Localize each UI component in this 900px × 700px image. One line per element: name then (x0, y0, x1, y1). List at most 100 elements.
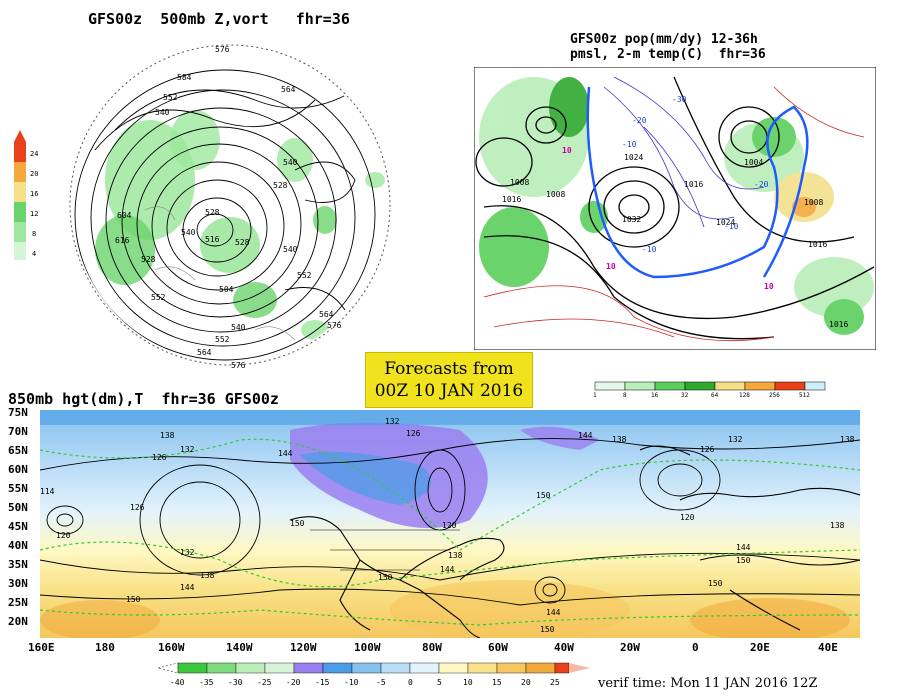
lon-label: 80W (422, 641, 442, 654)
svg-text:138: 138 (448, 551, 463, 560)
lon-label: 160E (28, 641, 55, 654)
svg-text:150: 150 (708, 579, 723, 588)
svg-text:-10: -10 (344, 678, 359, 687)
svg-text:114: 114 (40, 487, 55, 496)
svg-text:150: 150 (736, 556, 751, 565)
svg-text:-20: -20 (754, 180, 769, 189)
forecast-banner: Forecasts from 00Z 10 JAN 2016 (365, 352, 533, 408)
lat-label: 40N (8, 539, 28, 552)
lat-label: 70N (8, 425, 28, 438)
svg-text:132: 132 (385, 417, 400, 426)
lon-label: 40W (554, 641, 574, 654)
svg-text:-10: -10 (622, 140, 637, 149)
svg-text:256: 256 (769, 392, 780, 398)
svg-text:144: 144 (278, 449, 293, 458)
lon-label: 20E (750, 641, 770, 654)
svg-text:126: 126 (152, 453, 167, 462)
svg-text:24: 24 (30, 150, 38, 158)
svg-text:8: 8 (623, 392, 627, 398)
svg-text:150: 150 (536, 491, 551, 500)
namerica-pop-map: 1008 1016 1008 1024 1032 1016 1024 1004 … (474, 67, 876, 350)
svg-text:120: 120 (680, 513, 695, 522)
lat-label: 65N (8, 444, 28, 457)
svg-text:64: 64 (711, 392, 719, 398)
svg-text:16: 16 (30, 190, 38, 198)
namerica-title-line1: GFS00z pop(mm/dy) 12-36h (570, 32, 758, 47)
svg-text:528: 528 (141, 255, 156, 264)
svg-text:12: 12 (30, 210, 38, 218)
svg-text:-5: -5 (376, 678, 386, 687)
namerica-colorbar: 1 8 16 32 64 128 256 512 (593, 381, 826, 398)
svg-text:1032: 1032 (622, 215, 641, 224)
lat-label: 25N (8, 596, 28, 609)
svg-text:1008: 1008 (804, 198, 823, 207)
svg-text:528: 528 (205, 208, 220, 217)
svg-text:1004: 1004 (744, 158, 763, 167)
svg-text:120: 120 (56, 531, 71, 540)
svg-text:552: 552 (151, 293, 166, 302)
svg-text:1016: 1016 (684, 180, 703, 189)
svg-text:540: 540 (181, 228, 196, 237)
svg-text:576: 576 (327, 321, 342, 330)
svg-text:564: 564 (197, 348, 212, 357)
lat-label: 60N (8, 463, 28, 476)
svg-text:126: 126 (700, 445, 715, 454)
svg-text:132: 132 (180, 548, 195, 557)
svg-text:1016: 1016 (808, 240, 827, 249)
svg-text:516: 516 (205, 235, 220, 244)
verif-time: verif time: Mon 11 JAN 2016 12Z (598, 676, 818, 691)
svg-text:528: 528 (273, 181, 288, 190)
svg-text:-30: -30 (672, 95, 687, 104)
svg-text:564: 564 (319, 310, 334, 319)
map-850mb: 138 132 126 114 120 126 132 138 144 150 … (40, 410, 860, 638)
svg-text:25: 25 (550, 678, 560, 687)
lon-label: 180 (95, 641, 115, 654)
svg-text:564: 564 (281, 85, 296, 94)
svg-text:144: 144 (440, 565, 455, 574)
svg-text:540: 540 (283, 158, 298, 167)
svg-text:0: 0 (408, 678, 413, 687)
svg-text:10: 10 (562, 146, 572, 155)
panel-850-title: 850mb hgt(dm),T fhr=36 GFS00z (8, 390, 279, 408)
svg-text:144: 144 (180, 583, 195, 592)
svg-text:-35: -35 (199, 678, 214, 687)
svg-text:604: 604 (117, 211, 132, 220)
svg-text:-25: -25 (257, 678, 272, 687)
svg-text:1008: 1008 (546, 190, 565, 199)
lat-label: 30N (8, 577, 28, 590)
svg-text:1008: 1008 (510, 178, 529, 187)
lon-label: 20W (620, 641, 640, 654)
lon-label: 100W (354, 641, 381, 654)
svg-text:4: 4 (32, 250, 36, 258)
svg-text:1: 1 (593, 392, 597, 398)
svg-text:138: 138 (200, 571, 215, 580)
svg-text:1024: 1024 (624, 153, 643, 162)
svg-text:10: 10 (463, 678, 473, 687)
lon-label: 40E (818, 641, 838, 654)
svg-text:16: 16 (651, 392, 659, 398)
banner-line2: 00Z 10 JAN 2016 (374, 381, 524, 401)
lat-label: 45N (8, 520, 28, 533)
lon-label: 160W (158, 641, 185, 654)
svg-text:20: 20 (521, 678, 531, 687)
temp-colorbar: -40 -35 -30 -25 -20 -15 -10 -5 0 5 10 15… (157, 662, 590, 687)
svg-text:138: 138 (612, 435, 627, 444)
svg-text:150: 150 (378, 573, 393, 582)
namerica-title-line2: pmsl, 2-m temp(C) fhr=36 (570, 47, 766, 62)
svg-text:20: 20 (30, 170, 38, 178)
svg-text:-20: -20 (632, 116, 647, 125)
polar-500mb-map: 576 584 564 552 540 540 528 604 616 528 … (69, 44, 391, 370)
svg-text:126: 126 (130, 503, 145, 512)
polar-colorbar: 24 20 16 12 8 4 (14, 130, 38, 260)
lat-label: 20N (8, 615, 28, 628)
svg-text:616: 616 (115, 236, 130, 245)
lat-label: 75N (8, 406, 28, 419)
svg-text:32: 32 (681, 392, 689, 398)
lat-axis: 75N 70N 65N 60N 55N 50N 45N 40N 35N 30N … (8, 406, 40, 636)
lon-label: 120W (290, 641, 317, 654)
svg-text:540: 540 (231, 323, 246, 332)
svg-text:138: 138 (830, 521, 845, 530)
svg-text:120: 120 (442, 521, 457, 530)
svg-text:144: 144 (546, 608, 561, 617)
svg-text:-15: -15 (315, 678, 330, 687)
